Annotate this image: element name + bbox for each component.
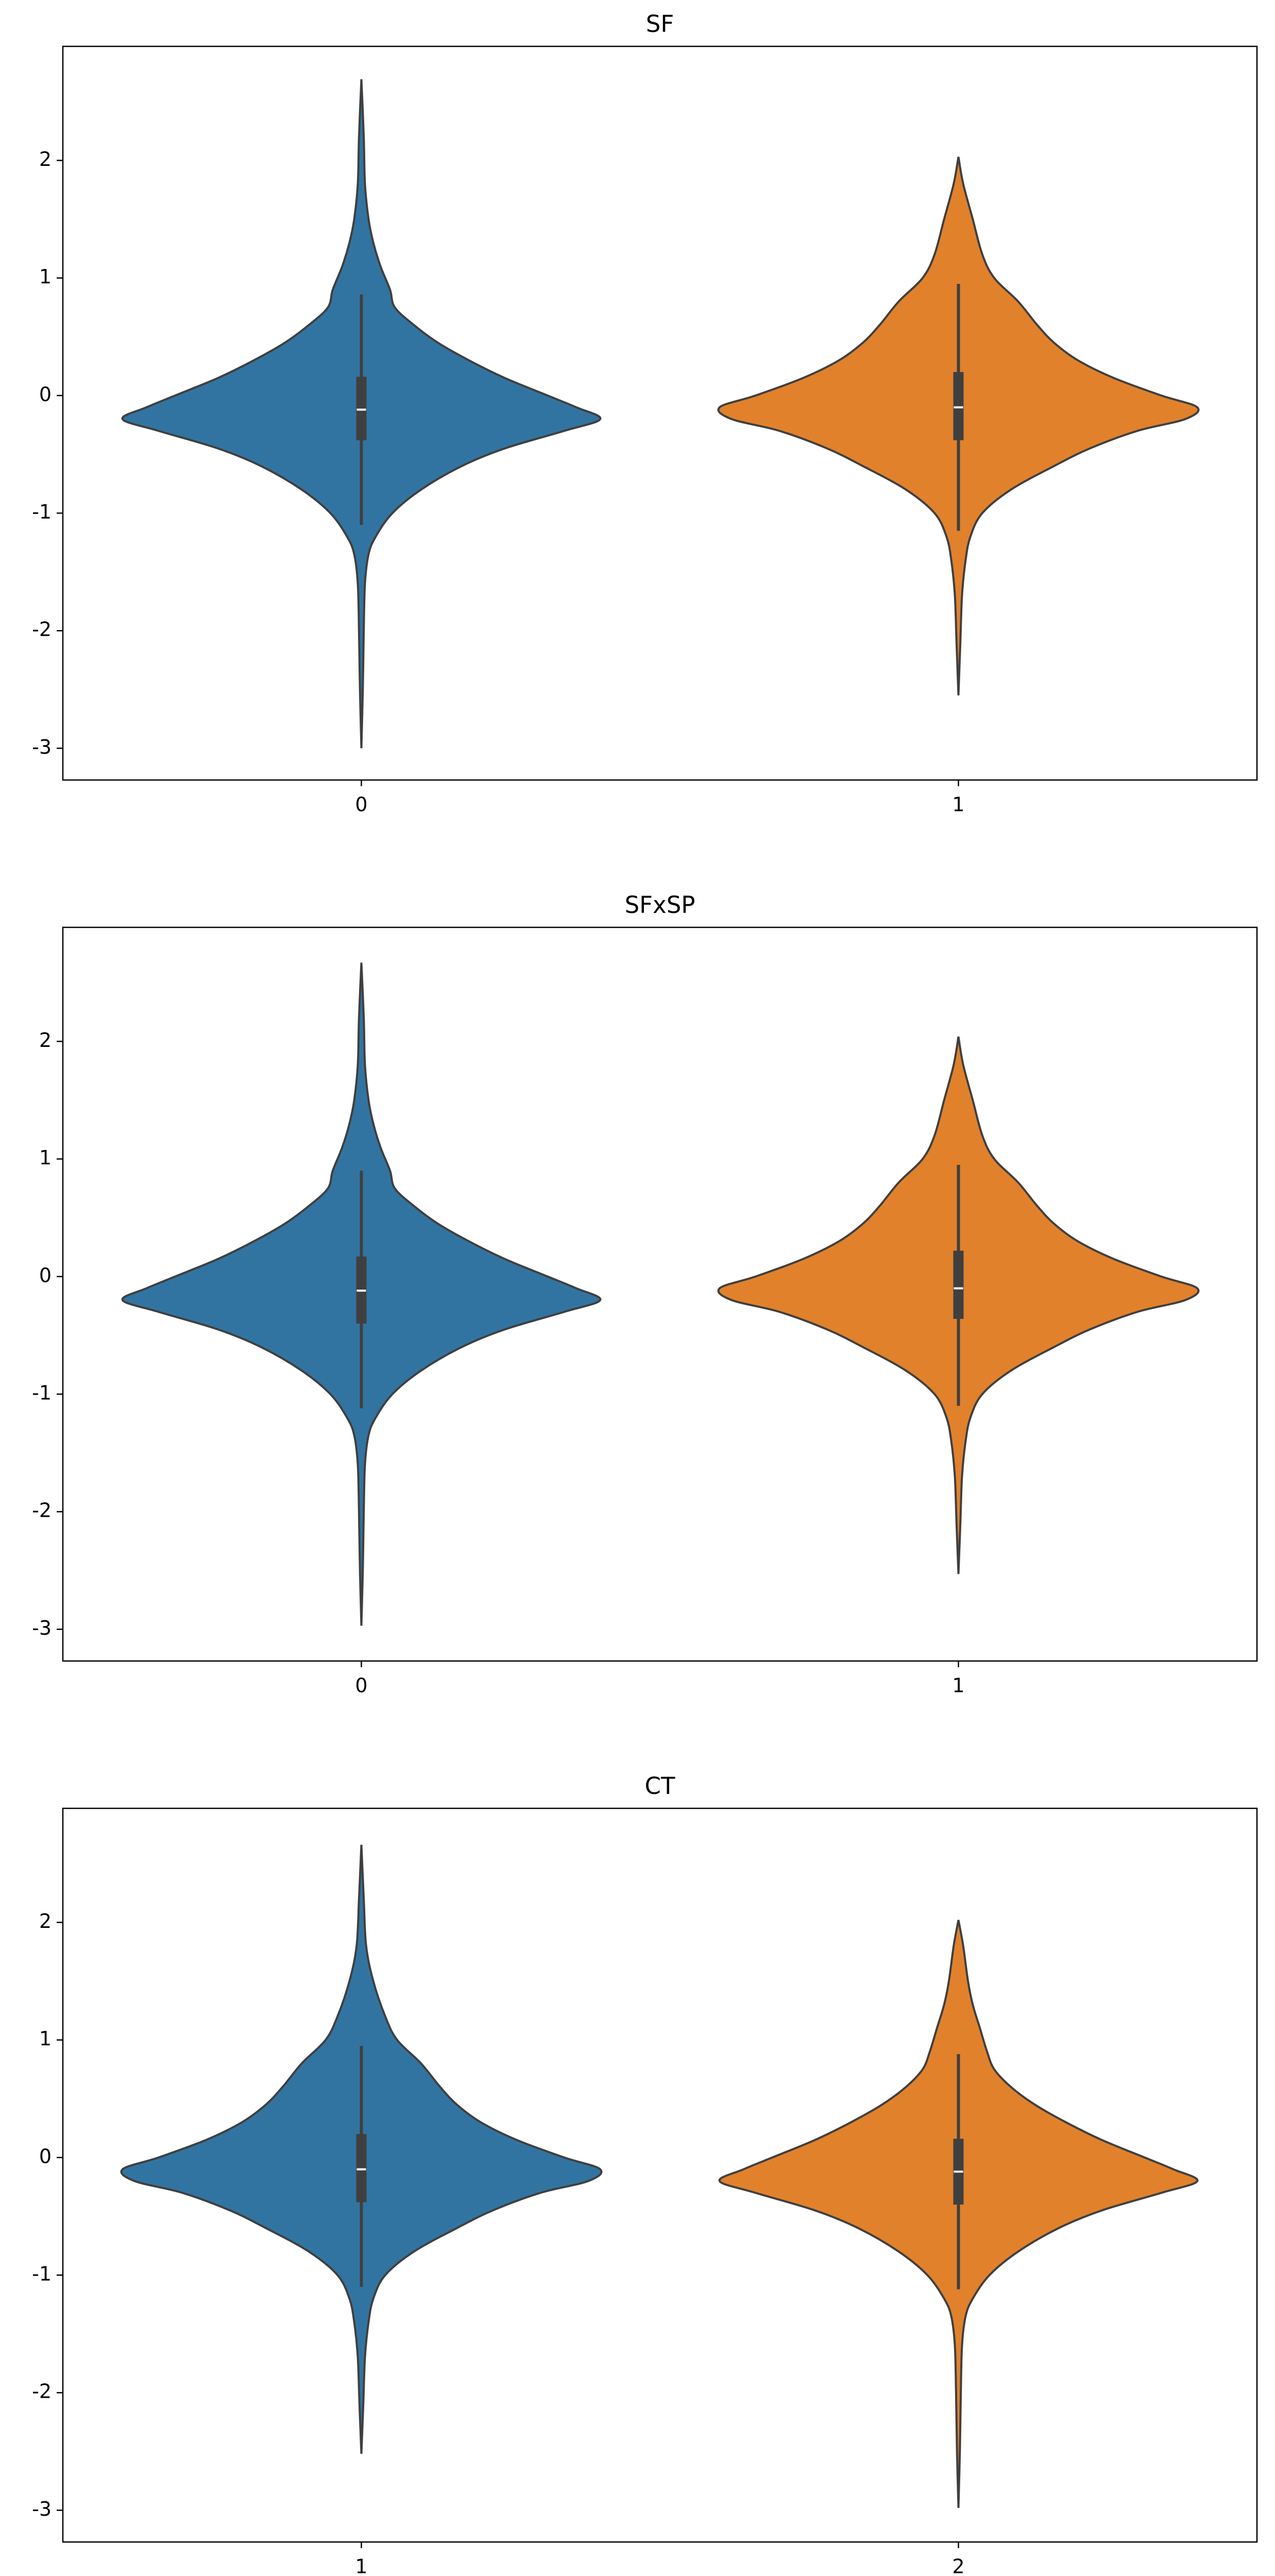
x-tick-label: 0 [355,1674,367,1697]
y-tick-label: -3 [32,1617,52,1639]
chart-title: SFxSP [625,891,695,919]
iqr-box [953,372,964,440]
y-tick-label: 0 [39,383,52,405]
x-tick-label: 0 [355,793,367,816]
chart-title: CT [645,1772,675,1800]
y-tick-label: 2 [39,1910,52,1933]
y-tick-label: 0 [39,1264,52,1286]
x-tick-label: 1 [952,793,964,816]
y-tick-label: -3 [32,736,52,758]
axes-frame [62,1807,1258,2543]
axes-frame [62,926,1258,1662]
y-tick-label: -1 [32,2262,52,2285]
y-tick-label: -2 [32,618,52,641]
panel: SFxSP -3 -2 -1 0 1 2 0 1 [32,891,1258,1697]
iqr-box [953,1250,964,1319]
chart-title: SF [646,10,674,38]
y-tick-label: 2 [39,148,52,171]
y-tick-label: -2 [32,1499,52,1522]
y-tick-label: 1 [39,265,52,288]
x-tick-label: 1 [355,2555,367,2576]
y-tick-label: -3 [32,2498,52,2520]
x-tick-label: 2 [952,2555,964,2576]
y-tick-label: 1 [39,2027,52,2050]
x-tick-label: 1 [952,1674,964,1697]
axes-frame [62,45,1258,781]
y-tick-label: 1 [39,1146,52,1169]
y-tick-label: -1 [32,1381,52,1404]
panel: CT -3 -2 -1 0 1 2 1 2 [32,1772,1258,2576]
y-tick-label: 2 [39,1029,52,1052]
y-tick-label: -2 [32,2380,52,2403]
iqr-box [356,377,367,440]
iqr-box [356,2134,367,2202]
y-tick-label: -1 [32,500,52,523]
y-tick-label: 0 [39,2145,52,2167]
panel: SF -3 -2 -1 0 1 2 0 1 [32,10,1258,816]
